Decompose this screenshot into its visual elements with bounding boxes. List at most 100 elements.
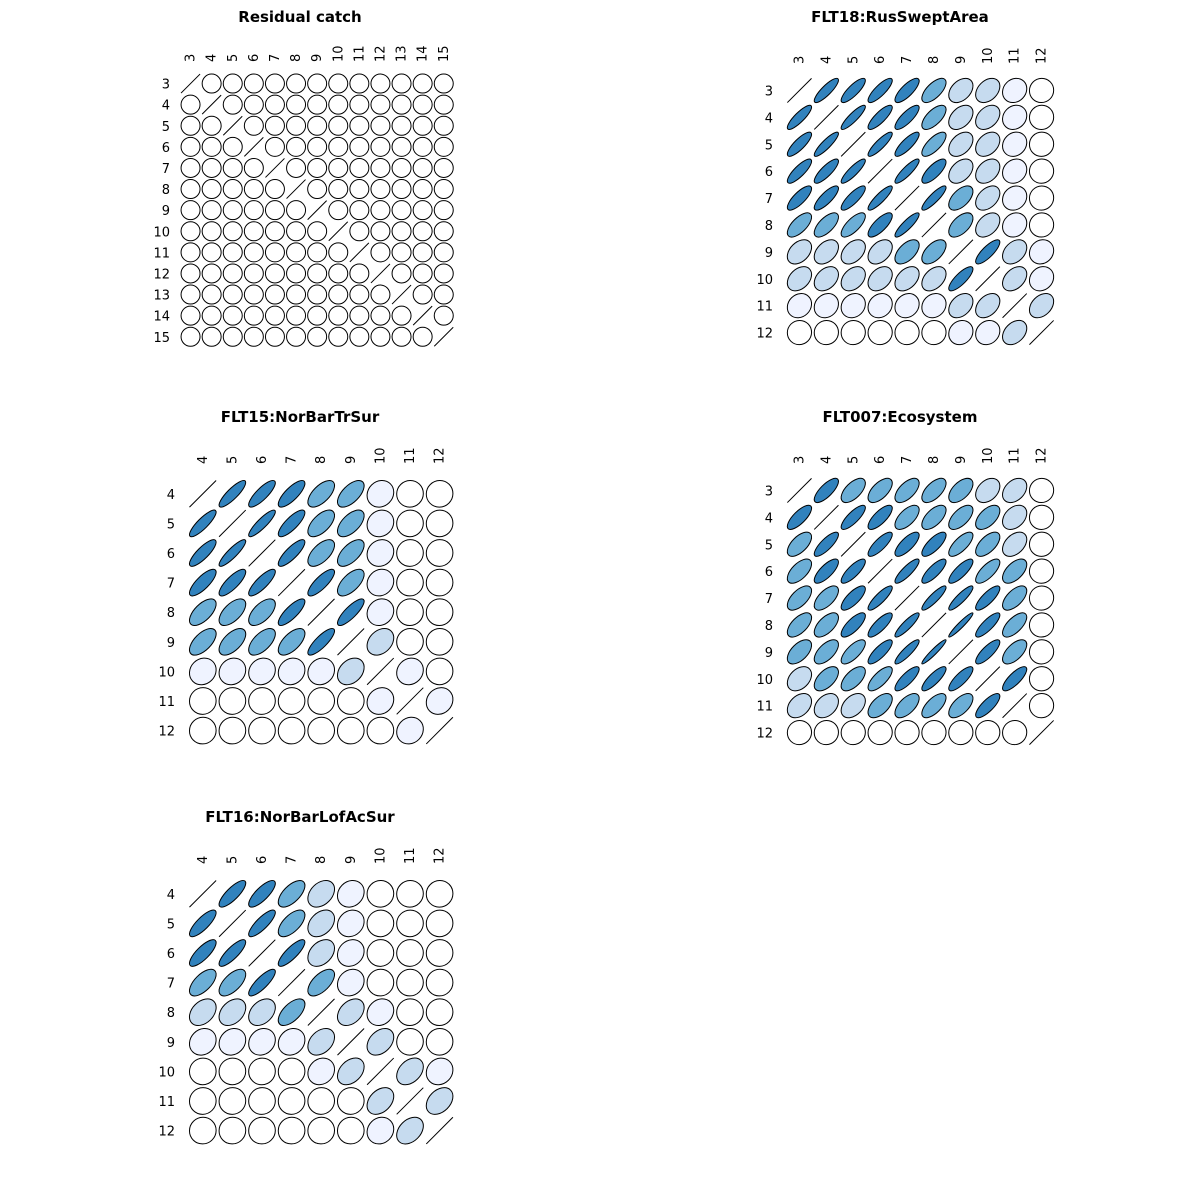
column-label: 8	[289, 54, 304, 62]
correlation-ellipse	[264, 115, 285, 136]
correlation-ellipse	[840, 477, 866, 504]
correlation-ellipse	[218, 1057, 247, 1086]
row-label: 5	[765, 538, 773, 553]
correlation-ellipse	[307, 479, 336, 508]
diagonal-mark	[813, 504, 839, 530]
column-label: 4	[819, 56, 834, 64]
row-label: 11	[756, 300, 773, 315]
correlation-ellipse	[218, 968, 247, 997]
correlation-ellipse	[391, 94, 412, 115]
correlation-ellipse	[894, 558, 920, 584]
column-label: 6	[255, 856, 270, 864]
diagonal-mark	[786, 77, 812, 103]
correlation-ellipse	[277, 479, 306, 508]
column-label: 7	[900, 56, 915, 64]
correlation-ellipse	[894, 666, 920, 692]
correlation-ellipse	[328, 305, 349, 326]
correlation-ellipse	[218, 879, 247, 908]
correlation-ellipse	[188, 1027, 217, 1056]
correlation-ellipse	[813, 293, 839, 319]
correlation-ellipse	[948, 104, 974, 130]
correlation-ellipse	[370, 136, 391, 157]
correlation-ellipse	[370, 94, 391, 115]
correlation-ellipse	[277, 627, 306, 656]
correlation-ellipse	[222, 284, 243, 305]
correlation-ellipse	[894, 719, 920, 746]
correlation-ellipse	[867, 477, 893, 504]
correlation-ellipse	[1002, 212, 1028, 238]
correlation-ellipse	[391, 136, 412, 157]
correlation-ellipse	[396, 716, 424, 745]
correlation-ellipse	[243, 73, 264, 94]
correlation-ellipse	[867, 693, 893, 719]
correlation-ellipse	[218, 479, 247, 508]
diagonal-mark	[433, 326, 454, 347]
correlation-ellipse	[366, 998, 395, 1027]
correlation-ellipse	[286, 200, 307, 221]
diagonal-mark	[425, 1116, 454, 1145]
correlation-ellipse	[921, 531, 947, 557]
column-label: 10	[981, 447, 996, 464]
correlation-ellipse	[277, 1027, 306, 1056]
diagonal-mark	[248, 539, 276, 567]
correlation-ellipse	[277, 539, 306, 567]
column-label: 8	[314, 856, 329, 864]
correlation-ellipse	[248, 687, 276, 715]
correlation-ellipse	[307, 1087, 336, 1115]
diagonal-mark	[412, 305, 433, 326]
row-label: 7	[765, 192, 773, 207]
row-label: 10	[756, 673, 773, 688]
correlation-ellipse	[391, 242, 412, 263]
correlation-ellipse	[307, 539, 336, 567]
correlation-ellipse	[1028, 693, 1055, 719]
correlation-ellipse	[188, 627, 217, 656]
correlation-ellipse	[349, 94, 370, 115]
column-label: 7	[268, 54, 283, 62]
panel-title: FLT16:NorBarLofAcSur	[205, 808, 395, 826]
correlation-ellipse	[307, 94, 328, 115]
correlation-ellipse	[286, 305, 307, 326]
column-label: 11	[1008, 47, 1023, 64]
correlation-ellipse	[366, 539, 395, 567]
panel-title: FLT15:NorBarTrSur	[221, 408, 380, 426]
correlation-ellipse	[307, 1057, 336, 1086]
correlation-ellipse	[433, 305, 454, 326]
correlation-ellipse	[921, 185, 947, 211]
correlation-ellipse	[396, 1027, 424, 1056]
column-label: 4	[205, 54, 220, 62]
correlation-ellipse	[840, 319, 866, 346]
diagonal-mark	[218, 909, 247, 938]
correlation-ellipse	[894, 612, 920, 638]
correlation-ellipse	[243, 305, 264, 326]
correlation-ellipse	[264, 179, 285, 200]
column-label: 11	[403, 847, 418, 864]
correlation-ellipse	[396, 939, 424, 967]
correlation-ellipse	[349, 305, 370, 326]
correlation-ellipse	[786, 666, 813, 692]
correlation-ellipse	[218, 1027, 247, 1056]
diagonal-mark	[370, 263, 391, 284]
column-label: 3	[792, 56, 807, 64]
correlation-ellipse	[328, 94, 349, 115]
correlation-ellipse	[425, 687, 454, 715]
correlation-ellipse	[188, 509, 217, 538]
correlation-ellipse	[264, 263, 285, 284]
correlation-ellipse	[975, 477, 1001, 504]
correlation-ellipse	[307, 263, 328, 284]
correlation-ellipse	[218, 939, 247, 967]
correlation-ellipse	[1028, 477, 1055, 504]
column-label: 4	[196, 456, 211, 464]
correlation-ellipse	[921, 585, 947, 611]
column-label: 12	[1035, 447, 1050, 464]
correlation-ellipse	[425, 998, 454, 1027]
correlation-ellipse	[366, 598, 395, 627]
panel-4: FLT007:Ecosystem 3 3 4 4 5 5 6 6 7 7 8 8 9 9 10 10 11 11 12…	[756, 408, 1055, 746]
correlation-ellipse	[370, 73, 391, 94]
column-label: 10	[331, 45, 346, 62]
column-label: 11	[403, 447, 418, 464]
correlation-ellipse	[840, 212, 866, 238]
panel-title: Residual catch	[238, 8, 361, 26]
row-label: 4	[167, 488, 175, 503]
correlation-ellipse	[894, 239, 920, 265]
correlation-ellipse	[391, 305, 412, 326]
